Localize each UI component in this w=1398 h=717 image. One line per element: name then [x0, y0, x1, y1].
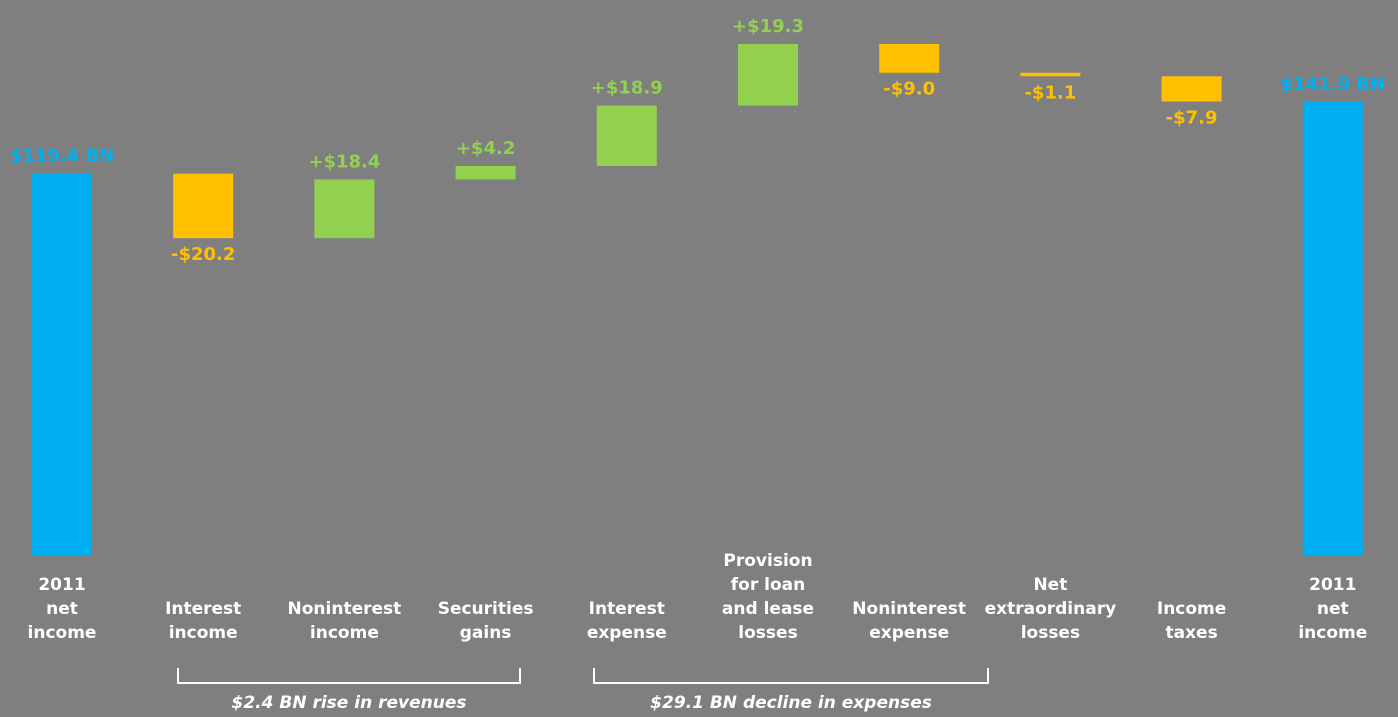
category-label: Income taxes [1156, 599, 1227, 643]
value-label: -$9.0 [883, 79, 935, 100]
bar [1161, 76, 1222, 102]
value-label: +$4.2 [456, 138, 516, 159]
bracket [593, 668, 989, 684]
value-label: -$1.1 [1024, 82, 1076, 103]
bar [1020, 72, 1081, 77]
value-label: +$18.4 [308, 151, 380, 172]
bar [879, 44, 940, 73]
category-label: Net extraordinary losses [984, 575, 1117, 643]
bracket [177, 668, 521, 684]
category-label: Interest income [165, 599, 242, 643]
value-label: $119.4 BN [10, 146, 115, 167]
bar [32, 173, 92, 555]
category-label: Noninterest expense [852, 599, 967, 643]
category-label: Securities gains [437, 599, 534, 643]
bar [1302, 101, 1363, 555]
value-label: +$19.3 [732, 16, 804, 37]
bar [173, 173, 234, 239]
category-label: 2011 net income [1298, 575, 1368, 643]
value-label: $141.9 BN [1281, 74, 1386, 95]
bar [738, 44, 798, 106]
annotation: $2.4 BN rise in revenues [232, 693, 467, 713]
annotation: $29.1 BN decline in expenses [650, 693, 932, 713]
value-label: -$7.9 [1166, 107, 1218, 128]
category-label: 2011 net income [27, 575, 97, 643]
value-label: -$20.2 [171, 244, 235, 265]
category-label: Interest expense [586, 599, 667, 643]
bar [596, 105, 657, 167]
category-label: Noninterest income [287, 599, 402, 643]
category-label: Provision for loan and lease losses [721, 551, 815, 643]
bar [455, 166, 516, 180]
value-label: +$18.9 [591, 78, 663, 99]
bar [314, 179, 375, 239]
